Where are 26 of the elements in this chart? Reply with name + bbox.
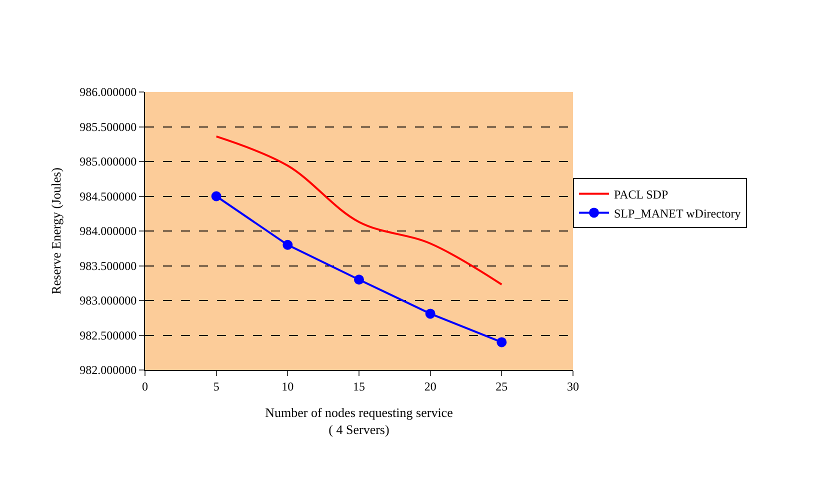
y-tick-label: 982.500000 — [80, 328, 137, 342]
y-tick-label: 983.000000 — [80, 294, 137, 308]
x-tick-label: 5 — [213, 379, 220, 394]
y-tick-label: 984.500000 — [80, 189, 137, 204]
x-axis-title: Number of nodes requesting service ( 4 Servers) — [265, 405, 454, 437]
x-tick-label: 10 — [282, 379, 294, 394]
point — [354, 274, 364, 285]
y-tick-label: 986.000000 — [80, 85, 137, 100]
y-axis-title: Reserve Energy (Joules) — [48, 168, 64, 294]
x-tick-label: 20 — [424, 379, 436, 394]
y-tick-label: 983.500000 — [80, 258, 137, 273]
y-tick-label: 985.000000 — [80, 154, 137, 169]
y-tick-label: 982.000000 — [80, 363, 137, 378]
line-series — [215, 135, 503, 286]
x-tick-label: 0 — [142, 379, 148, 394]
point — [282, 240, 293, 250]
x-tick-label: 25 — [496, 379, 508, 394]
point — [425, 308, 436, 319]
x-tick-label: 15 — [353, 379, 365, 394]
y-tick-label: 985.500000 — [80, 120, 137, 134]
point — [211, 191, 222, 202]
y-tick-label: 984.000000 — [80, 224, 137, 238]
legend-label: SLP_MANET wDirectory — [614, 206, 741, 220]
x-tick-label: 30 — [567, 379, 579, 394]
point — [496, 337, 507, 348]
legend-label: PACL SDP — [614, 187, 668, 202]
